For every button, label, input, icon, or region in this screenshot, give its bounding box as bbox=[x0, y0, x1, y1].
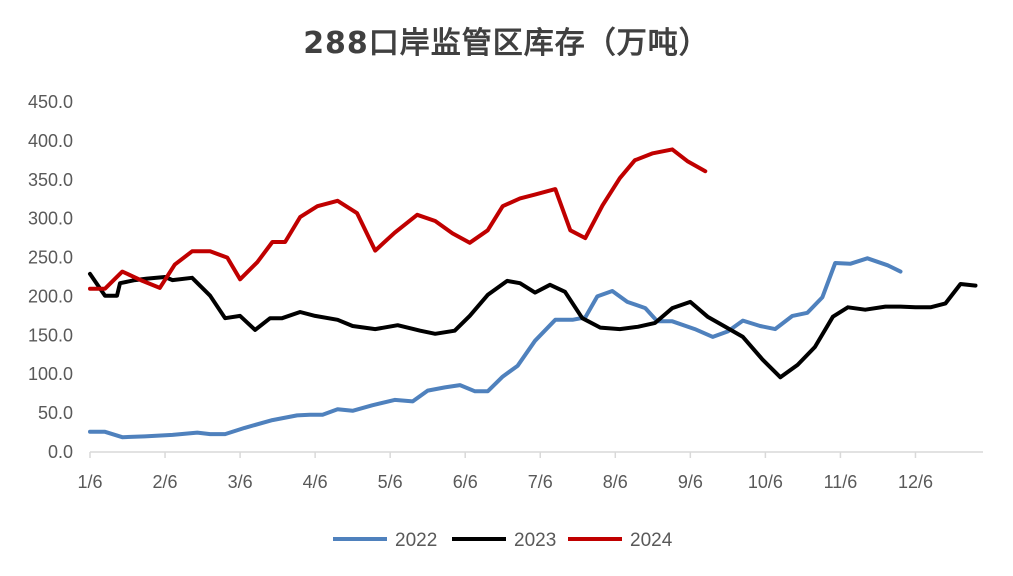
y-tick-label: 100.0 bbox=[28, 364, 73, 384]
series-line-2023 bbox=[88, 271, 978, 380]
x-tick-label: 10/6 bbox=[748, 472, 783, 492]
x-axis-ticks bbox=[89, 452, 917, 458]
legend-label-2023: 2023 bbox=[514, 530, 556, 551]
x-tick-label: 8/6 bbox=[603, 472, 628, 492]
x-tick-label: 3/6 bbox=[228, 472, 253, 492]
legend-label-2022: 2022 bbox=[395, 530, 437, 551]
legend: 2022 2023 2024 bbox=[333, 530, 673, 551]
y-axis-labels: 0.0 50.0 100.0 150.0 200.0 250.0 300.0 350.0 400… bbox=[28, 92, 73, 462]
y-tick-label: 400.0 bbox=[28, 131, 73, 151]
x-tick-label: 4/6 bbox=[303, 472, 328, 492]
y-tick-label: 0.0 bbox=[48, 442, 73, 462]
y-tick-label: 150.0 bbox=[28, 325, 73, 345]
y-tick-label: 300.0 bbox=[28, 209, 73, 229]
y-tick-label: 350.0 bbox=[28, 170, 73, 190]
y-tick-label: 200.0 bbox=[28, 286, 73, 306]
x-tick-label: 12/6 bbox=[898, 472, 933, 492]
legend-label-2024: 2024 bbox=[630, 530, 673, 551]
series-lines bbox=[88, 147, 978, 440]
x-tick-label: 11/6 bbox=[824, 472, 858, 492]
y-tick-label: 250.0 bbox=[28, 248, 73, 268]
y-tick-label: 50.0 bbox=[38, 403, 73, 423]
x-tick-label: 1/6 bbox=[77, 472, 102, 492]
x-tick-label: 2/6 bbox=[153, 472, 178, 492]
x-tick-label: 7/6 bbox=[528, 472, 553, 492]
y-tick-label: 450.0 bbox=[28, 92, 73, 112]
x-tick-label: 6/6 bbox=[453, 472, 478, 492]
chart-title: 288口岸监管区库存（万吨） bbox=[303, 26, 710, 61]
x-tick-label: 9/6 bbox=[678, 472, 703, 492]
x-axis-labels: 1/6 2/6 3/6 4/6 5/6 6/6 7/6 8/6 9/6 10/6 11/6 12/6 bbox=[77, 472, 933, 492]
series-line-2022 bbox=[88, 256, 903, 440]
x-tick-label: 5/6 bbox=[378, 472, 403, 492]
series-line-2024 bbox=[88, 147, 708, 291]
